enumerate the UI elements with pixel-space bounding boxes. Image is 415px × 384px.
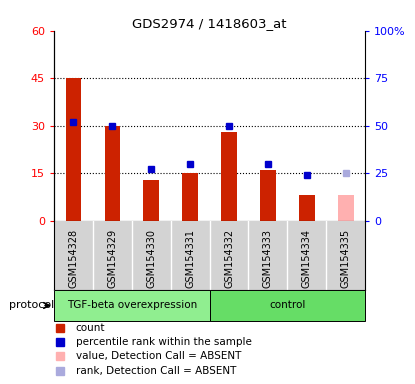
Bar [144,180,159,221]
Text: GSM154333: GSM154333 [263,229,273,288]
Text: TGF-beta overexpression: TGF-beta overexpression [67,300,197,311]
Bar [260,170,276,221]
Text: rank, Detection Call = ABSENT: rank, Detection Call = ABSENT [76,366,236,376]
Bar [105,126,120,221]
Bar [66,78,81,221]
Bar [299,195,315,221]
Text: GSM154331: GSM154331 [185,229,195,288]
Title: GDS2974 / 1418603_at: GDS2974 / 1418603_at [132,17,287,30]
Text: count: count [76,323,105,333]
Bar [182,173,198,221]
Bar [210,290,365,321]
Text: value, Detection Call = ABSENT: value, Detection Call = ABSENT [76,351,241,361]
Text: GSM154330: GSM154330 [146,229,156,288]
Bar [54,290,210,321]
Text: GSM154329: GSM154329 [107,229,117,288]
Text: GSM154334: GSM154334 [302,229,312,288]
Bar [338,195,354,221]
Text: control: control [269,300,305,311]
Text: GSM154335: GSM154335 [341,229,351,288]
Text: protocol: protocol [9,300,54,311]
Text: GSM154328: GSM154328 [68,229,78,288]
Text: GSM154332: GSM154332 [224,229,234,288]
Text: percentile rank within the sample: percentile rank within the sample [76,337,251,347]
Bar [221,132,237,221]
